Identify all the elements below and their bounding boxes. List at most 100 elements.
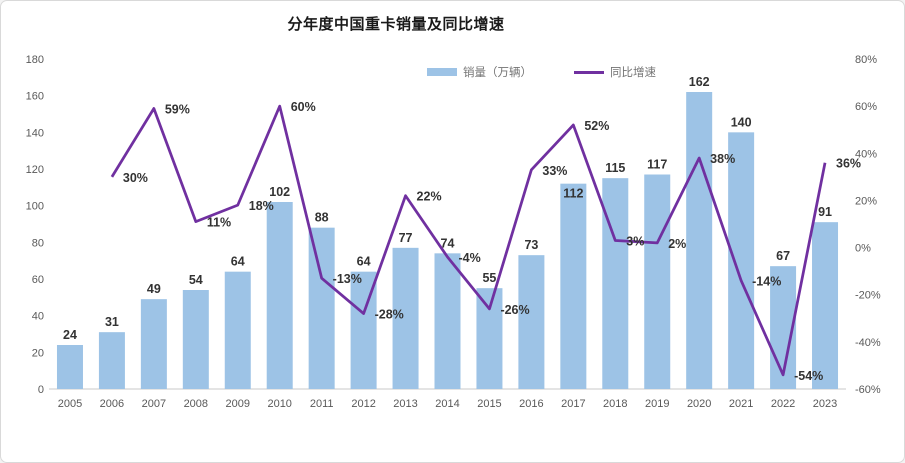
- right-axis-tick: -60%: [855, 384, 881, 396]
- line-swatch-icon: [574, 70, 604, 74]
- bar-2014[interactable]: [434, 253, 461, 389]
- growth-label-2006: 30%: [123, 171, 148, 185]
- growth-label-2011: -13%: [333, 272, 362, 286]
- legend-label-sales: 销量（万辆）: [463, 67, 532, 79]
- right-axis-tick: 80%: [855, 54, 877, 66]
- growth-label-2020: 38%: [710, 152, 735, 166]
- left-axis-tick: 120: [26, 164, 44, 176]
- x-axis-label-2015: 2015: [477, 398, 501, 410]
- x-axis-label-2018: 2018: [603, 398, 627, 410]
- x-axis-label-2009: 2009: [226, 398, 250, 410]
- bar-2023[interactable]: [812, 222, 839, 389]
- bar-2013[interactable]: [392, 247, 419, 389]
- x-axis-label-2020: 2020: [687, 398, 711, 410]
- growth-label-2014: -4%: [459, 251, 481, 265]
- left-axis-tick: 0: [38, 384, 44, 396]
- growth-label-2016: 33%: [542, 164, 567, 178]
- bar-2021[interactable]: [728, 132, 755, 390]
- left-axis-tick: 60: [32, 274, 44, 286]
- bar-2018[interactable]: [602, 178, 629, 389]
- right-axis-tick: -40%: [855, 337, 881, 349]
- x-axis-label-2013: 2013: [393, 398, 417, 410]
- bar-label-2011: 88: [315, 211, 329, 225]
- x-axis-label-2014: 2014: [435, 398, 459, 410]
- x-axis-label-2016: 2016: [519, 398, 543, 410]
- bar-label-2005: 24: [63, 328, 77, 342]
- x-axis-label-2021: 2021: [729, 398, 753, 410]
- left-axis-tick: 180: [26, 54, 44, 66]
- bar-label-2022: 67: [776, 249, 790, 263]
- bar-label-2008: 54: [189, 273, 203, 287]
- bar-label-2020: 162: [689, 75, 710, 89]
- right-axis-tick: 20%: [855, 195, 877, 207]
- bar-2010[interactable]: [266, 202, 293, 389]
- bar-label-2010: 102: [269, 185, 290, 199]
- bar-label-2009: 64: [231, 255, 245, 269]
- growth-label-2018: 3%: [626, 235, 644, 249]
- bar-swatch-icon: [427, 68, 457, 76]
- legend: 销量（万辆） 同比增速: [90, 64, 904, 80]
- bar-label-2007: 49: [147, 282, 161, 296]
- bar-2008[interactable]: [182, 290, 209, 389]
- left-axis-tick: 100: [26, 201, 44, 213]
- growth-label-2021: -14%: [752, 275, 781, 289]
- bar-2011[interactable]: [308, 227, 335, 389]
- bar-label-2013: 77: [399, 231, 413, 245]
- growth-label-2022: -54%: [794, 369, 823, 383]
- x-axis-label-2011: 2011: [310, 398, 334, 410]
- bar-2015[interactable]: [476, 288, 503, 389]
- x-axis-label-2006: 2006: [100, 398, 124, 410]
- growth-label-2023: 36%: [836, 157, 861, 171]
- right-axis-tick: 0%: [855, 243, 871, 255]
- bar-label-2014: 74: [441, 236, 455, 250]
- bar-2007[interactable]: [140, 299, 167, 389]
- x-axis-label-2012: 2012: [351, 398, 375, 410]
- bar-label-2006: 31: [105, 315, 119, 329]
- bar-2019[interactable]: [644, 174, 671, 390]
- x-axis-label-2007: 2007: [142, 398, 166, 410]
- legend-label-growth: 同比增速: [610, 67, 656, 79]
- bar-2016[interactable]: [518, 255, 545, 389]
- x-axis-label-2022: 2022: [771, 398, 795, 410]
- left-axis-tick: 40: [32, 311, 44, 323]
- growth-label-2007: 59%: [165, 103, 190, 117]
- bar-2006[interactable]: [98, 332, 125, 389]
- left-axis-tick: 160: [26, 91, 44, 103]
- growth-label-2019: 2%: [668, 237, 686, 251]
- bar-label-2016: 73: [524, 238, 538, 252]
- left-axis-tick: 20: [32, 347, 44, 359]
- bar-2009[interactable]: [224, 271, 251, 389]
- x-axis-label-2019: 2019: [645, 398, 669, 410]
- bar-label-2015: 55: [482, 271, 496, 285]
- bar-label-2017: 112: [563, 187, 583, 201]
- right-axis-tick: 40%: [855, 148, 877, 160]
- x-axis-label-2008: 2008: [184, 398, 208, 410]
- legend-item-sales[interactable]: 销量（万辆）: [427, 64, 532, 80]
- legend-item-growth[interactable]: 同比增速: [574, 64, 656, 80]
- bar-label-2018: 115: [605, 161, 625, 175]
- growth-label-2012: -28%: [375, 308, 404, 322]
- bar-label-2019: 117: [647, 158, 667, 172]
- x-axis-label-2005: 2005: [58, 398, 82, 410]
- chart-title: 分年度中国重卡销量及同比增速: [287, 16, 505, 33]
- growth-label-2010: 60%: [291, 100, 316, 114]
- bar-2005[interactable]: [56, 345, 83, 389]
- left-axis-tick: 140: [26, 127, 44, 139]
- bar-2020[interactable]: [686, 92, 713, 389]
- x-axis-label-2017: 2017: [561, 398, 585, 410]
- bar-label-2023: 91: [818, 205, 832, 219]
- growth-line[interactable]: [110, 104, 827, 377]
- x-axis-label-2010: 2010: [267, 398, 291, 410]
- growth-label-2017: 52%: [584, 119, 609, 133]
- x-axis-label-2023: 2023: [813, 398, 837, 410]
- bar-label-2021: 140: [731, 115, 752, 129]
- bar-label-2012: 64: [357, 255, 371, 269]
- growth-label-2013: 22%: [417, 190, 442, 204]
- growth-label-2015: -26%: [500, 303, 529, 317]
- right-axis-tick: 60%: [855, 101, 877, 113]
- right-axis-tick: -20%: [855, 290, 881, 302]
- bar-2017[interactable]: [560, 183, 587, 389]
- growth-label-2008: 11%: [207, 216, 231, 230]
